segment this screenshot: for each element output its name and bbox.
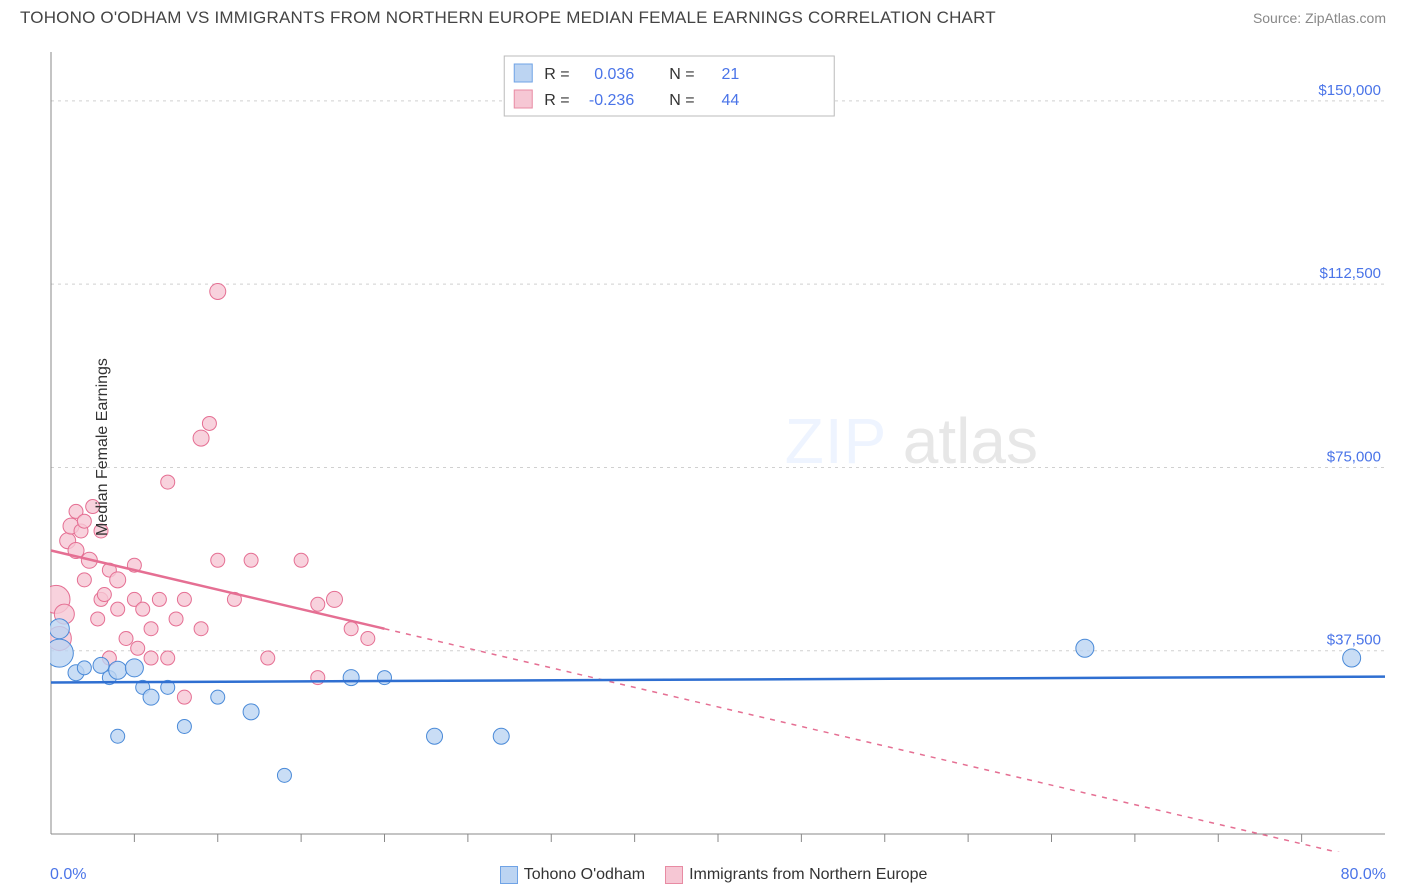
x-axis-row: 0.0% Tohono O'odham Immigrants from North… (50, 866, 1386, 884)
legend-n-label: N = (669, 66, 694, 83)
data-point (169, 612, 183, 626)
data-point (161, 651, 175, 665)
data-point (110, 572, 126, 588)
data-point (177, 719, 191, 733)
data-point (143, 689, 159, 705)
y-axis-label: Median Female Earnings (94, 358, 112, 536)
data-point (77, 573, 91, 587)
legend-n-value: 21 (721, 66, 739, 83)
data-point (493, 728, 509, 744)
data-point (211, 690, 225, 704)
legend-swatch (514, 64, 532, 82)
x-axis-max-label: 80.0% (1341, 866, 1386, 884)
data-point (50, 619, 69, 639)
data-point (152, 592, 166, 606)
y-tick-label: $112,500 (1320, 265, 1381, 282)
y-tick-label: $150,000 (1318, 82, 1381, 99)
chart-area: Median Female Earnings ZIPatlas $37,500 $7… (50, 42, 1386, 852)
legend-swatch (500, 866, 518, 884)
data-point (125, 659, 143, 677)
legend-swatch (514, 90, 532, 108)
data-point (111, 602, 125, 616)
data-point (97, 588, 111, 602)
legend-r-value: 0.036 (594, 66, 634, 83)
data-point (261, 651, 275, 665)
legend-item: Immigrants from Northern Europe (665, 866, 927, 884)
data-point (326, 591, 342, 607)
trend-line (51, 677, 1385, 683)
watermark-text: atlas (903, 405, 1038, 477)
y-tick-label: $37,500 (1327, 632, 1381, 649)
legend-n-label: N = (669, 92, 694, 109)
legend-swatch (665, 866, 683, 884)
data-point (119, 632, 133, 646)
data-point (136, 602, 150, 616)
data-point (109, 661, 127, 679)
data-point (161, 475, 175, 489)
legend-n-value: 44 (721, 92, 739, 109)
legend-item: Tohono O'odham (500, 866, 645, 884)
data-point (311, 597, 325, 611)
data-point (194, 622, 208, 636)
data-point (144, 622, 158, 636)
data-point (1343, 649, 1361, 667)
watermark-text: ZIP (785, 405, 888, 477)
data-point (361, 632, 375, 646)
data-point (177, 690, 191, 704)
data-point (427, 728, 443, 744)
data-point (202, 416, 216, 430)
data-point (177, 592, 191, 606)
legend-bottom: Tohono O'odham Immigrants from Northern E… (500, 866, 928, 884)
legend-label: Immigrants from Northern Europe (689, 866, 927, 883)
data-point (91, 612, 105, 626)
data-point (210, 283, 226, 299)
data-point (77, 661, 91, 675)
data-point (144, 651, 158, 665)
data-point (77, 514, 91, 528)
legend-label: Tohono O'odham (524, 866, 645, 883)
legend-r-label: R = (544, 92, 569, 109)
data-point (294, 553, 308, 567)
data-point (277, 768, 291, 782)
data-point (50, 639, 73, 667)
data-point (243, 704, 259, 720)
y-tick-label: $75,000 (1327, 448, 1381, 465)
data-point (131, 641, 145, 655)
data-point (193, 430, 209, 446)
data-point (244, 553, 258, 567)
scatter-chart: ZIPatlas $37,500 $75,000 $112,500 $150,000 R … (50, 42, 1386, 852)
data-point (1076, 639, 1094, 657)
chart-title: TOHONO O'ODHAM VS IMMIGRANTS FROM NORTHE… (20, 8, 996, 28)
x-axis-min-label: 0.0% (50, 866, 86, 884)
data-point (344, 622, 358, 636)
data-point (211, 553, 225, 567)
source-label: Source: ZipAtlas.com (1253, 10, 1386, 26)
data-point (343, 670, 359, 686)
legend-r-value: -0.236 (589, 92, 634, 109)
data-point (378, 671, 392, 685)
trend-line-dash (385, 629, 1386, 852)
data-point (111, 729, 125, 743)
legend-r-label: R = (544, 66, 569, 83)
